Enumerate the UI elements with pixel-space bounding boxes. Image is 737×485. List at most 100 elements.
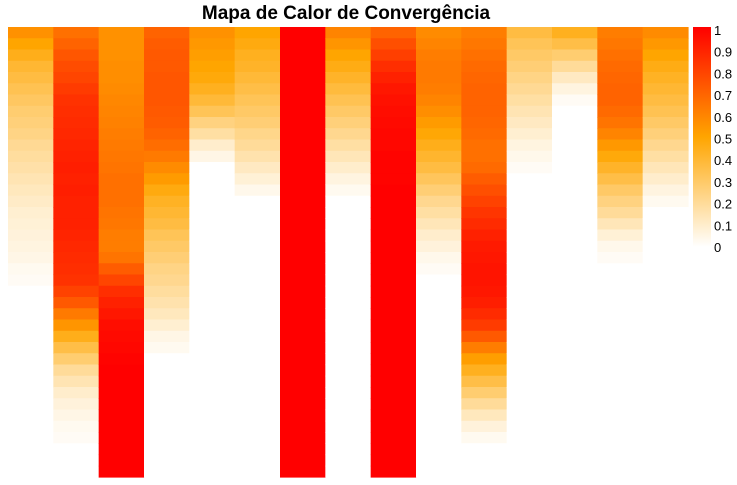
heatmap-cell [416,150,462,163]
heatmap-cell [189,72,236,84]
heatmap-cell [642,105,689,118]
heatmap-cell [144,409,190,422]
heatmap-cell [552,342,598,354]
heatmap-cell [144,117,190,129]
heatmap-cell [642,218,689,231]
heatmap-cell [597,274,644,287]
heatmap-cell [8,319,54,332]
heatmap-cell [552,94,598,107]
heatmap-cell [642,72,689,84]
heatmap-cell [325,27,372,39]
heatmap-cell [416,184,462,197]
heatmap-cell [597,297,644,309]
heatmap-cell [53,49,100,62]
heatmap-cell [53,72,100,84]
heatmap-cell [98,139,145,152]
heatmap-cell [234,297,281,309]
heatmap-cell [189,342,236,354]
heatmap-cell [189,420,236,433]
heatmap-cell [597,387,644,399]
heatmap-cell [416,353,462,366]
heatmap-cell [461,432,508,444]
heatmap-cell [325,465,372,478]
heatmap-cell [98,353,145,366]
heatmap-cell [461,297,508,309]
heatmap-cell [98,162,145,174]
heatmap-cell [552,297,598,309]
heatmap-cell [8,443,54,456]
heatmap-cell [53,263,100,276]
heatmap-cell [552,465,598,478]
heatmap-cell [325,173,372,186]
heatmap-cell [325,240,372,253]
heatmap-cell [642,83,689,96]
colorbar-gradient [693,27,711,247]
heatmap-cell [189,162,236,174]
heatmap-cell [8,38,54,51]
heatmap-cell [552,173,598,186]
heatmap-cell [370,150,417,163]
heatmap-cell [234,128,281,141]
heatmap-cell [8,454,54,467]
heatmap-cell [325,364,372,377]
heatmap-cell [98,49,145,62]
heatmap-cell [98,274,145,287]
heatmap-cell [461,353,508,366]
heatmap-cell [189,128,236,141]
heatmap-cell [189,285,236,298]
heatmap-cell [370,285,417,298]
colorbar-tick-label: 0.3 [714,175,732,190]
heatmap-cell [189,375,236,388]
heatmap-cell [53,274,100,287]
heatmap-cell [370,398,417,411]
heatmap-cell [416,128,462,141]
heatmap-cell [325,162,372,174]
heatmap-cell [370,195,417,208]
heatmap-cell [189,173,236,186]
heatmap-cell [325,319,372,332]
heatmap-cell [416,443,462,456]
heatmap-cell [144,83,190,96]
heatmap-cell [53,94,100,107]
heatmap-cell [370,60,417,73]
heatmap-cell [98,94,145,107]
heatmap-cell [325,94,372,107]
heatmap-cell [506,364,553,377]
heatmap-cell [461,319,508,332]
heatmap-cell [53,387,100,399]
heatmap-cell [597,195,644,208]
heatmap-cell [506,94,553,107]
heatmap-cell [53,353,100,366]
heatmap-cell [53,420,100,433]
heatmap-cell [416,207,462,219]
heatmap-cell [370,465,417,478]
heatmap-cell [506,274,553,287]
heatmap-cell [53,83,100,96]
heatmap-cell [506,308,553,321]
heatmap-cell [461,274,508,287]
heatmap-cell [597,94,644,107]
heatmap-cell [189,432,236,444]
heatmap-cell [597,364,644,377]
heatmap-cell [98,454,145,467]
heatmap-cell [53,297,100,309]
heatmap-cell [280,297,326,309]
heatmap-cell [416,387,462,399]
heatmap-cell [234,308,281,321]
heatmap-cell [370,353,417,366]
heatmap-cell [461,72,508,84]
heatmap-cell [189,94,236,107]
heatmap-cell [642,173,689,186]
heatmap-cell [98,375,145,388]
heatmap-cell [416,330,462,343]
heatmap-cell [461,139,508,152]
heatmap-cell [506,38,553,51]
heatmap-cell [461,150,508,163]
heatmap-cell [597,218,644,231]
heatmap-cell [325,195,372,208]
heatmap-cell [8,274,54,287]
heatmap-cell [144,195,190,208]
heatmap-cell [597,353,644,366]
heatmap-cell [325,150,372,163]
